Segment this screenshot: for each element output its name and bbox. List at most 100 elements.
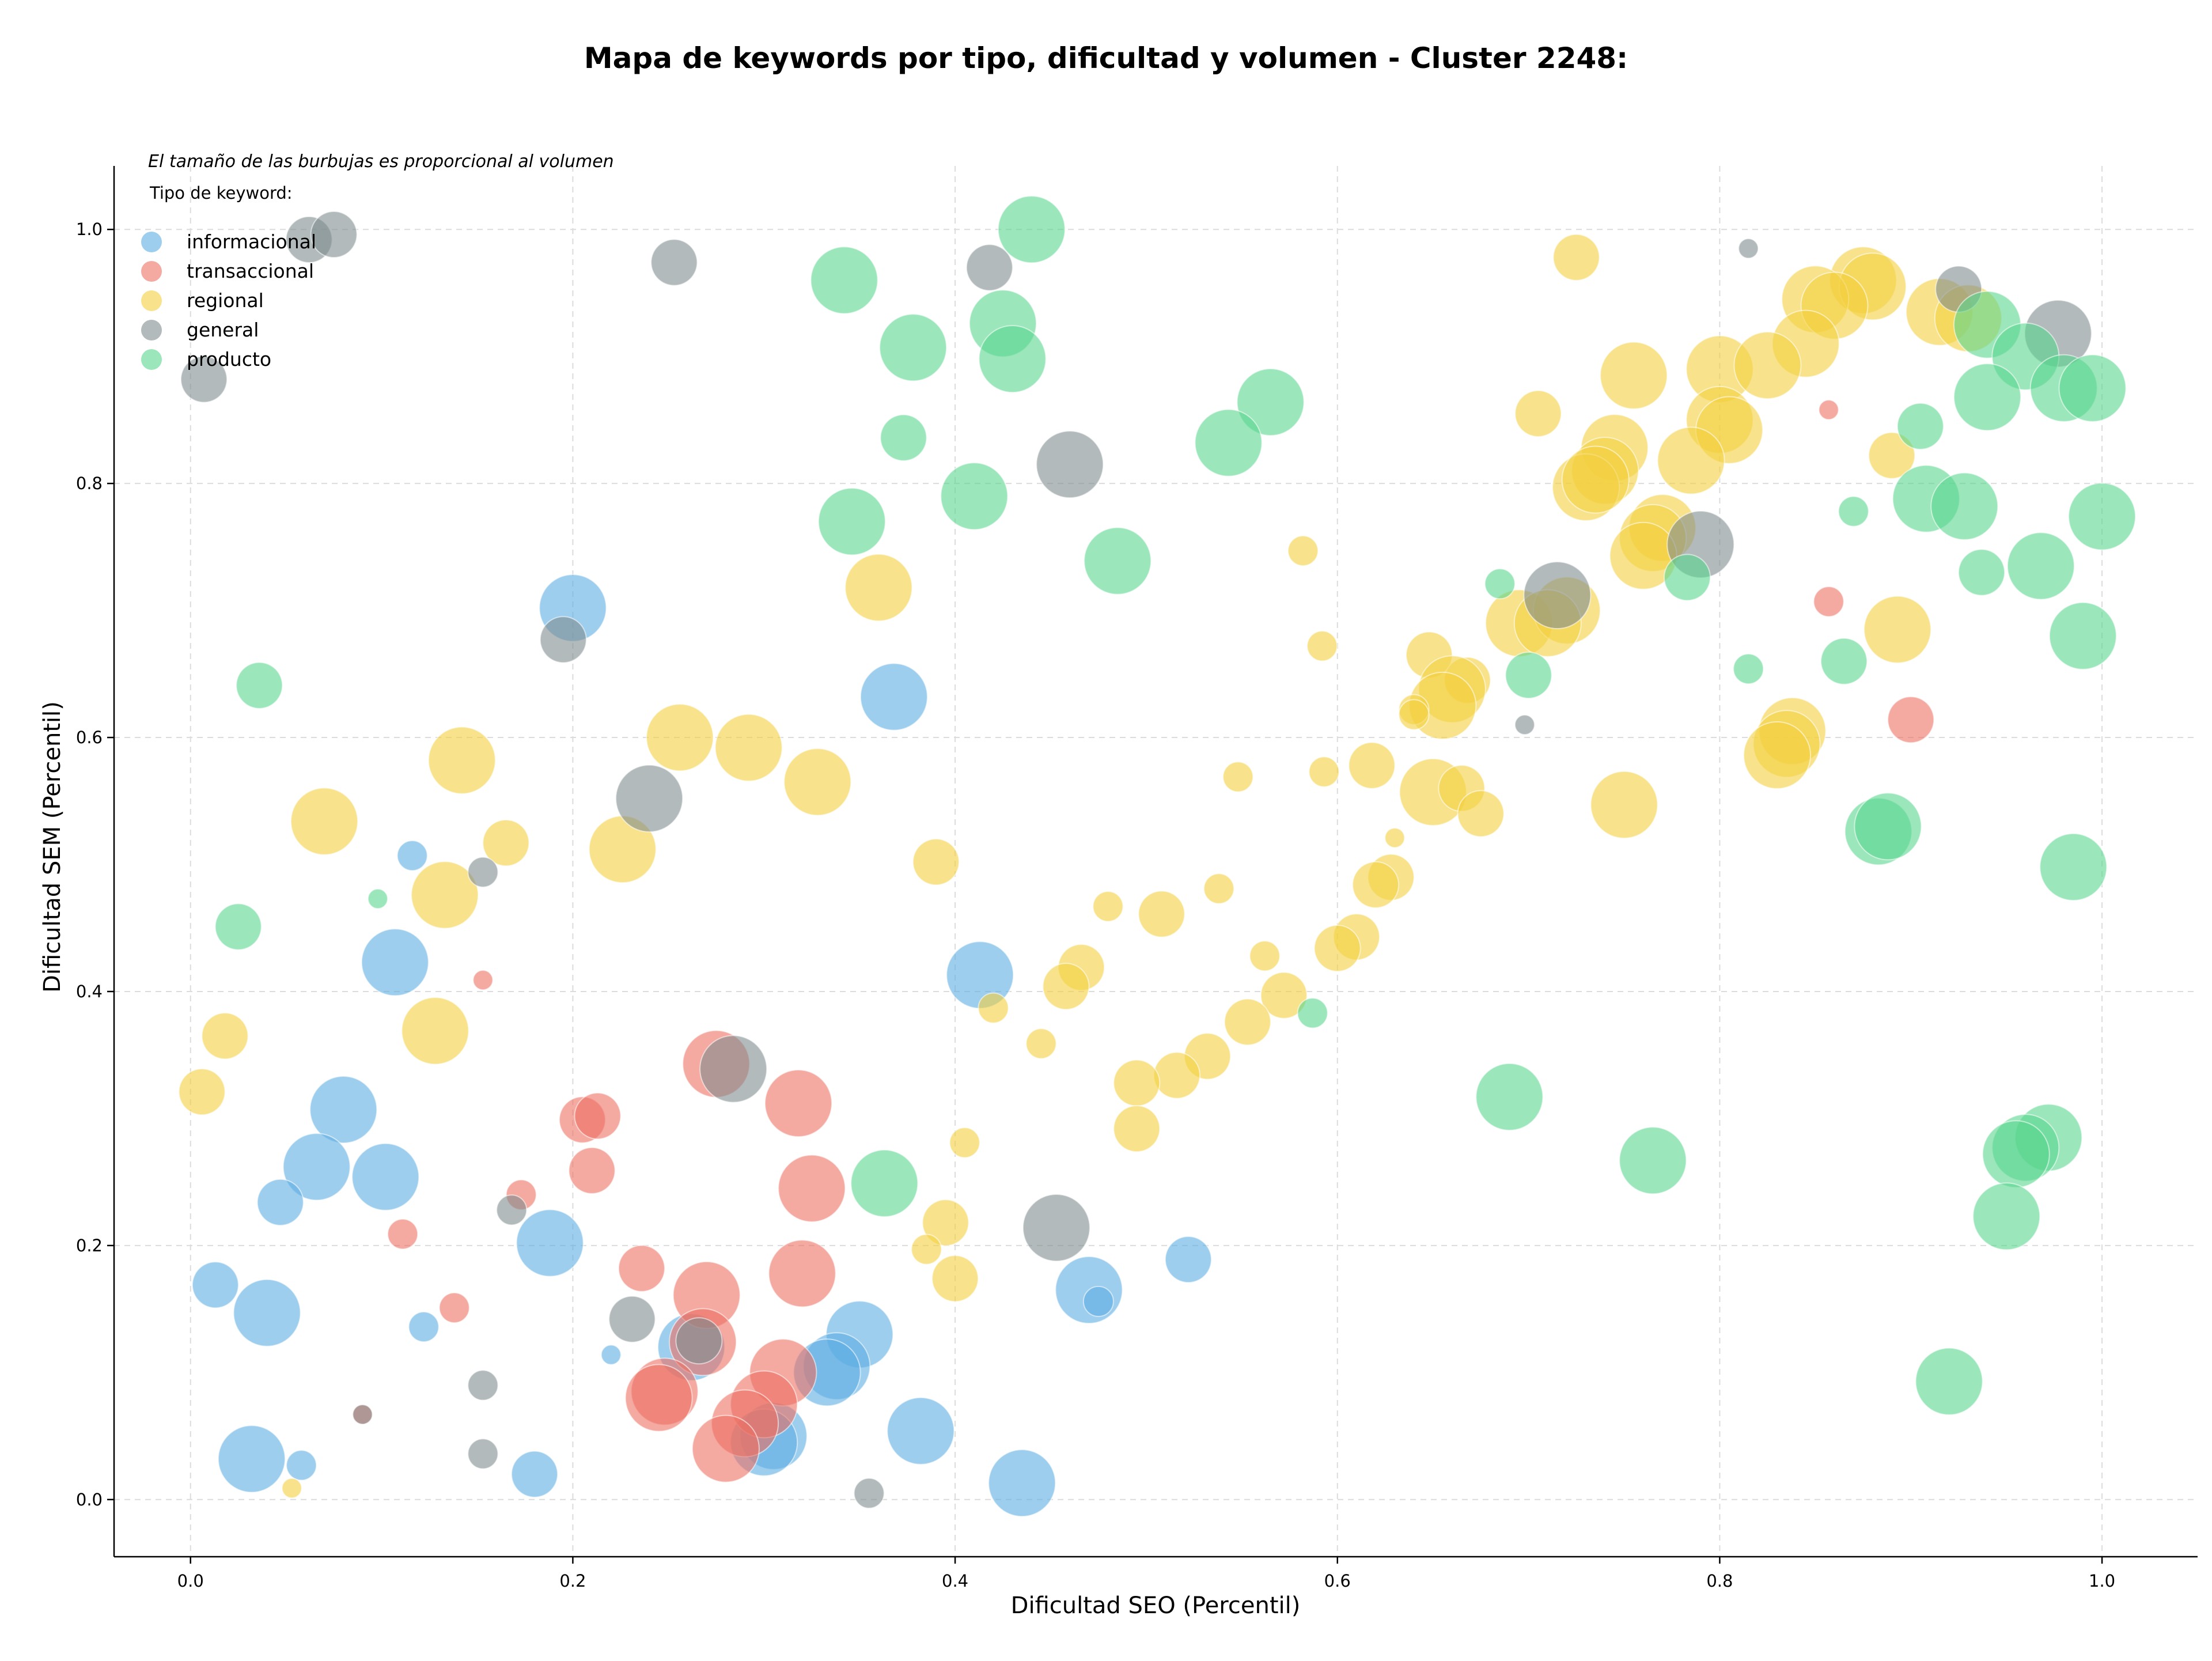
bubble-informacional[interactable] [1164,1236,1212,1284]
bubble-producto[interactable] [1953,363,2021,432]
bubble-informacional[interactable] [217,1425,286,1493]
bubble-producto[interactable] [1236,368,1305,436]
bubble-regional[interactable] [201,1012,249,1060]
bubble-producto[interactable] [810,246,878,315]
bubble-general[interactable] [467,1438,499,1470]
bubble-regional[interactable] [1348,741,1396,789]
bubble-regional[interactable] [427,726,496,794]
bubble-regional[interactable] [978,992,1009,1024]
bubble-informacional[interactable] [600,1344,622,1365]
bubble-regional[interactable] [1398,699,1430,731]
bubble-regional[interactable] [1113,1059,1161,1107]
bubble-regional[interactable] [1743,721,1811,789]
bubble-general[interactable] [310,211,358,258]
bubble-regional[interactable] [646,703,714,772]
bubble-informacional[interactable] [396,840,428,872]
bubble-transaccional[interactable] [574,1092,622,1140]
bubble-regional[interactable] [844,553,913,622]
bubble-regional[interactable] [1287,535,1319,566]
bubble-transaccional[interactable] [778,1154,846,1223]
bubble-general[interactable] [615,764,684,833]
bubble-regional[interactable] [1457,790,1505,838]
bubble-regional[interactable] [482,819,530,867]
bubble-transaccional[interactable] [624,1364,693,1432]
bubble-regional[interactable] [1352,861,1400,909]
bubble-producto[interactable] [879,313,948,382]
bubble-regional[interactable] [411,861,479,929]
bubble-regional[interactable] [1863,595,1931,664]
bubble-producto[interactable] [2048,601,2117,670]
bubble-general[interactable] [853,1477,885,1509]
bubble-regional[interactable] [1600,341,1668,410]
bubble-general[interactable] [180,355,228,403]
bubble-regional[interactable] [912,838,960,886]
bubble-producto[interactable] [978,325,1047,394]
bubble-general[interactable] [650,239,698,286]
bubble-producto[interactable] [1930,472,1999,540]
bubble-informacional[interactable] [511,1450,558,1498]
bubble-regional[interactable] [1203,873,1234,905]
bubble-informacional[interactable] [286,1450,317,1481]
bubble-informacional[interactable] [1082,1285,1114,1317]
bubble-transaccional[interactable] [472,970,494,991]
bubble-regional[interactable] [783,748,852,816]
bubble-producto[interactable] [1915,1347,1983,1416]
bubble-regional[interactable] [1113,1105,1161,1153]
bubble-general[interactable] [496,1194,528,1226]
bubble-regional[interactable] [931,1255,979,1303]
bubble-general[interactable] [1022,1194,1090,1262]
bubble-producto[interactable] [1972,1182,2041,1251]
bubble-regional[interactable] [949,1127,980,1159]
bubble-transaccional[interactable] [387,1219,419,1250]
bubble-informacional[interactable] [516,1209,584,1277]
bubble-transaccional[interactable] [691,1414,760,1483]
bubble-producto[interactable] [367,888,388,909]
bubble-general[interactable] [1036,430,1104,499]
bubble-producto[interactable] [940,462,1009,531]
bubble-regional[interactable] [1224,998,1271,1046]
bubble-producto[interactable] [1838,495,1869,527]
bubble-producto[interactable] [817,487,886,556]
bubble-producto[interactable] [997,195,1066,264]
bubble-regional[interactable] [1590,770,1658,839]
bubble-general[interactable] [467,1369,499,1401]
bubble-producto[interactable] [1619,1126,1687,1195]
bubble-producto[interactable] [1896,402,1944,450]
bubble-informacional[interactable] [233,1278,301,1347]
bubble-regional[interactable] [290,787,358,856]
bubble-transaccional[interactable] [1887,696,1935,744]
bubble-producto[interactable] [1958,548,2005,596]
bubble-informacional[interactable] [282,1133,351,1201]
bubble-producto[interactable] [2039,833,2108,901]
bubble-producto[interactable] [1820,637,1868,685]
bubble-informacional[interactable] [859,663,928,731]
bubble-transaccional[interactable] [1818,399,1839,421]
bubble-producto[interactable] [1484,568,1516,600]
bubble-informacional[interactable] [361,928,429,997]
bubble-regional[interactable] [922,1199,969,1247]
bubble-regional[interactable] [714,713,783,782]
bubble-producto[interactable] [1084,527,1152,595]
bubble-general[interactable] [467,856,499,888]
bubble-regional[interactable] [1025,1028,1057,1060]
bubble-producto[interactable] [2058,354,2127,422]
bubble-producto[interactable] [1733,653,1764,684]
bubble-regional[interactable] [1249,940,1281,972]
bubble-producto[interactable] [1505,652,1552,699]
bubble-regional[interactable] [1552,233,1600,281]
bubble-general[interactable] [965,244,1013,292]
bubble-general[interactable] [1523,561,1592,630]
bubble-regional[interactable] [401,997,469,1065]
bubble-regional[interactable] [281,1478,302,1499]
bubble-general[interactable] [608,1295,656,1343]
bubble-producto[interactable] [1475,1062,1544,1131]
bubble-regional[interactable] [1092,891,1124,922]
bubble-producto[interactable] [1664,554,1711,601]
bubble-informacional[interactable] [887,1397,955,1465]
bubble-informacional[interactable] [351,1142,420,1211]
bubble-general[interactable] [1514,714,1535,735]
bubble-transaccional[interactable] [1813,586,1844,618]
bubble-informacional[interactable] [988,1449,1056,1518]
bubble-regional[interactable] [1313,925,1361,972]
bubble-informacional[interactable] [309,1076,378,1144]
